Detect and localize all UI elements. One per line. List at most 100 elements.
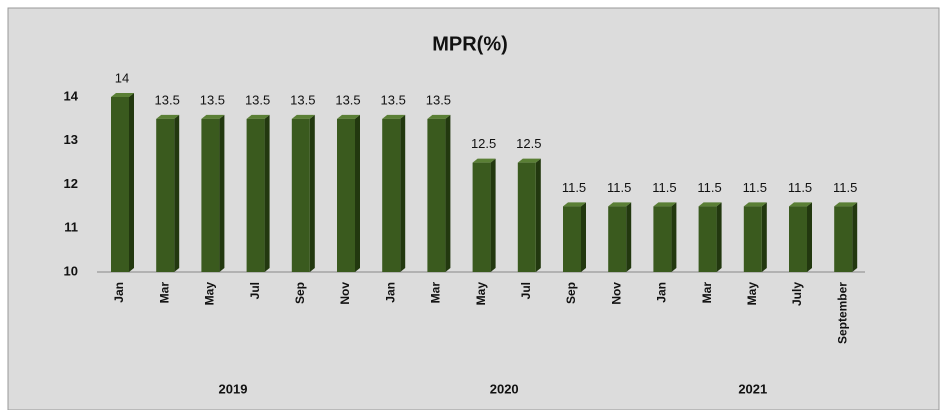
y-tick-label: 13 — [64, 132, 78, 147]
bar — [337, 114, 360, 272]
bar — [517, 158, 541, 272]
data-label: 13.5 — [290, 92, 315, 107]
x-tick-label: Jan — [655, 282, 669, 303]
bar-front — [382, 118, 401, 272]
bar-side — [581, 202, 586, 272]
x-tick-label: Jul — [519, 282, 533, 299]
x-tick-label: Nov — [609, 282, 623, 305]
bar-top — [156, 114, 180, 119]
x-tick-label: Jul — [248, 282, 262, 299]
bar-top — [427, 114, 451, 119]
bar-front — [156, 118, 175, 272]
x-tick-label: Jan — [383, 282, 397, 303]
group-label: 2019 — [219, 381, 248, 396]
bar-front — [563, 206, 581, 272]
bar-side — [535, 158, 541, 272]
data-label: 13.5 — [200, 92, 225, 107]
bar-side — [490, 158, 496, 272]
bar-front — [472, 162, 491, 272]
bar-side — [716, 202, 722, 272]
bar-side — [129, 93, 134, 272]
data-label: 11.5 — [697, 180, 721, 195]
data-label: 13.5 — [426, 92, 451, 107]
bar-front — [608, 206, 627, 272]
bar-front — [698, 206, 717, 272]
bar-front — [743, 206, 762, 272]
bar-front — [201, 118, 220, 272]
data-label: 11.5 — [562, 180, 586, 195]
data-label: 14 — [115, 70, 129, 85]
bar — [156, 114, 180, 272]
bar-front — [291, 118, 310, 272]
bar-top — [789, 202, 812, 207]
bar-side — [626, 202, 632, 272]
bar-side — [219, 114, 225, 272]
x-tick-label: Sep — [293, 282, 307, 304]
bar — [563, 202, 586, 272]
bar-top — [111, 93, 134, 97]
y-tick-label: 11 — [64, 220, 78, 235]
bar — [201, 114, 225, 272]
data-label: 11.5 — [788, 180, 812, 195]
bar-top — [201, 114, 225, 119]
bar — [246, 114, 270, 272]
bar-side — [264, 114, 270, 272]
bar-top — [472, 158, 496, 163]
bar — [653, 202, 677, 272]
bar-top — [563, 202, 586, 207]
x-tick-label: May — [745, 282, 759, 306]
data-label: 11.5 — [743, 180, 767, 195]
bar — [291, 114, 315, 272]
bar-front — [789, 206, 807, 272]
bar-side — [807, 202, 812, 272]
bar-top — [517, 158, 541, 163]
data-label: 12.5 — [516, 136, 541, 151]
data-label: 12.5 — [471, 136, 496, 151]
bar-front — [427, 118, 446, 272]
bar — [427, 114, 451, 272]
bar-front — [337, 118, 355, 272]
bar-top — [608, 202, 632, 207]
bar-top — [653, 202, 677, 207]
data-label: 11.5 — [652, 180, 676, 195]
bar-front — [834, 206, 853, 272]
bar-top — [246, 114, 270, 119]
bar-side — [309, 114, 315, 272]
bar — [111, 93, 134, 272]
x-tick-label: Nov — [338, 282, 352, 305]
x-tick-label: May — [203, 282, 217, 306]
bar-top — [698, 202, 722, 207]
data-label: 13.5 — [335, 92, 360, 107]
x-tick-label: Mar — [429, 282, 443, 304]
bar-top — [382, 114, 406, 119]
data-label: 13.5 — [245, 92, 270, 107]
x-tick-label: September — [835, 282, 849, 344]
x-tick-label: Sep — [564, 282, 578, 304]
x-tick-label: May — [474, 282, 488, 306]
bar — [834, 202, 858, 272]
bar-top — [743, 202, 767, 207]
group-label: 2020 — [490, 381, 519, 396]
bar-side — [355, 114, 360, 272]
bar-side — [671, 202, 677, 272]
bar-top — [834, 202, 858, 207]
data-label: 13.5 — [381, 92, 406, 107]
data-label: 13.5 — [155, 92, 180, 107]
data-label: 11.5 — [607, 180, 631, 195]
bar-front — [517, 162, 536, 272]
bar-side — [761, 202, 767, 272]
bar-side — [174, 114, 180, 272]
x-tick-label: Mar — [700, 282, 714, 304]
y-tick-label: 14 — [64, 88, 79, 103]
data-label: 11.5 — [833, 180, 857, 195]
bar-front — [653, 206, 672, 272]
y-tick-label: 10 — [64, 263, 78, 278]
bar-front — [246, 118, 265, 272]
bar — [698, 202, 722, 272]
group-label: 2021 — [738, 381, 767, 396]
bar — [382, 114, 406, 272]
bar — [789, 202, 812, 272]
bar-side — [445, 114, 451, 272]
bar — [472, 158, 496, 272]
